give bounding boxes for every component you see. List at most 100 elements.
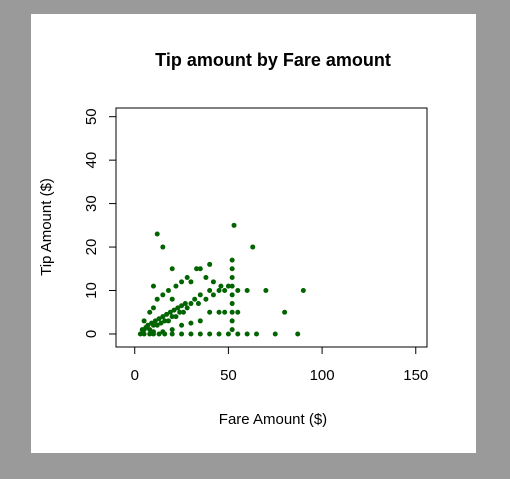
point	[141, 331, 147, 337]
x-tick-label: 0	[131, 367, 139, 384]
plot-panel	[31, 14, 476, 453]
x-tick-label: 50	[220, 367, 237, 384]
point	[207, 309, 213, 315]
point	[182, 301, 188, 307]
point	[210, 279, 216, 285]
point	[139, 327, 145, 333]
point	[229, 283, 235, 289]
y-axis-label: Tip Amount ($)	[38, 178, 55, 276]
point	[225, 331, 231, 337]
point	[162, 318, 168, 324]
point	[171, 307, 177, 313]
point	[218, 283, 224, 289]
point	[244, 331, 250, 337]
point	[197, 331, 203, 337]
point	[150, 322, 156, 328]
y-tick-label: 10	[83, 282, 100, 299]
point	[197, 318, 203, 324]
point	[156, 316, 162, 322]
point	[154, 296, 160, 302]
point	[194, 266, 200, 272]
point	[150, 305, 156, 311]
point	[197, 292, 203, 298]
point	[147, 309, 153, 315]
point	[169, 327, 175, 333]
point	[229, 327, 235, 333]
point	[207, 331, 213, 337]
point	[203, 296, 209, 302]
point	[197, 266, 203, 272]
point	[167, 309, 173, 315]
point	[210, 292, 216, 298]
point	[188, 320, 194, 326]
point	[179, 303, 185, 309]
x-axis-label: Fare Amount ($)	[219, 411, 327, 428]
point	[164, 311, 170, 317]
point	[235, 331, 241, 337]
point	[150, 283, 156, 289]
y-tick-label: 0	[83, 330, 100, 338]
point	[154, 231, 160, 237]
y-tick-label: 30	[83, 195, 100, 212]
point	[147, 331, 153, 337]
point	[156, 331, 162, 337]
point	[141, 318, 147, 324]
point	[229, 309, 235, 315]
point	[272, 331, 278, 337]
point	[169, 266, 175, 272]
point	[154, 322, 160, 328]
y-tick-label: 20	[83, 239, 100, 256]
point	[173, 314, 179, 320]
point	[147, 327, 153, 333]
point	[179, 279, 185, 285]
point	[173, 283, 179, 289]
point	[229, 257, 235, 263]
point	[160, 244, 166, 250]
point	[235, 288, 241, 294]
point	[231, 222, 237, 228]
point	[160, 329, 166, 335]
point	[222, 309, 228, 315]
point	[244, 288, 250, 294]
point	[150, 329, 156, 335]
point	[177, 309, 183, 315]
point	[222, 288, 228, 294]
point	[160, 314, 166, 320]
point	[250, 244, 256, 250]
point	[229, 292, 235, 298]
plot-box	[115, 107, 428, 348]
point	[282, 309, 288, 315]
point	[300, 288, 306, 294]
point	[188, 331, 194, 337]
point	[203, 274, 209, 280]
chart-title: Tip amount by Fare amount	[155, 50, 391, 70]
point	[263, 288, 269, 294]
point	[216, 331, 222, 337]
point	[192, 296, 198, 302]
point	[179, 322, 185, 328]
point	[229, 318, 235, 324]
point	[207, 261, 213, 267]
point	[137, 331, 143, 337]
point	[169, 314, 175, 320]
point	[295, 331, 301, 337]
point	[216, 288, 222, 294]
point	[188, 279, 194, 285]
point	[179, 331, 185, 337]
point	[152, 318, 158, 324]
point	[216, 309, 222, 315]
y-tick-label: 50	[83, 108, 100, 125]
point	[180, 309, 186, 315]
point	[254, 331, 260, 337]
point	[169, 331, 175, 337]
point	[165, 288, 171, 294]
y-tick-label: 40	[83, 152, 100, 169]
point	[169, 296, 175, 302]
point	[145, 322, 151, 328]
point	[175, 305, 181, 311]
point	[160, 292, 166, 298]
point	[235, 309, 241, 315]
point	[188, 301, 194, 307]
